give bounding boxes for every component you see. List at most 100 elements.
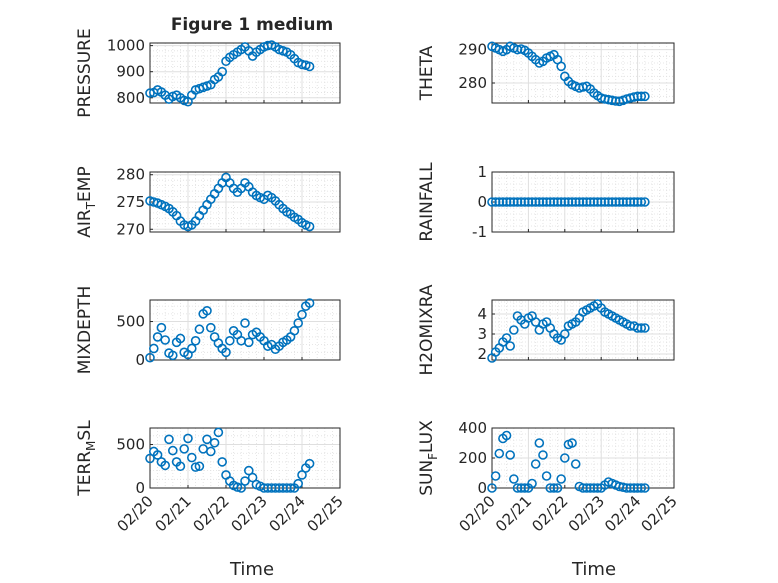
h2omixra-data-point [559,329,570,339]
subplot-h2omixra: 2 3 4 H2OMIXRA [417,284,675,376]
air-temp-ytick-label: 270 [116,220,145,238]
sun-flux-ytick-label: 400 [458,419,487,437]
pressure-data-point [304,61,315,72]
air-temp-ytick-label: 275 [116,193,145,211]
terr-msl-data-point [217,457,227,467]
sun-flux-data-point [552,483,563,493]
air-temp-ytick-label: 280 [116,166,145,184]
sun-flux-data-point [490,471,501,481]
sun-flux-ytick-label: 0 [477,479,487,497]
sun-flux-data-point [541,471,552,481]
sun-flux-data-point [534,438,545,448]
terr-msl-data-point [232,482,243,492]
mixdepth-data-point [160,335,170,345]
theta-axes-box [491,42,675,104]
sun-flux-data-point [567,438,577,448]
h2omixra-data-point [636,323,647,333]
terr-msl-data-point [152,450,163,460]
rainfall-ytick-label: 0 [477,193,487,211]
theta-ytick-label: 280 [458,74,487,92]
sun-flux-data-point [505,450,516,460]
terr-msl-data-point [160,460,170,471]
terr-msl-data-point [247,472,258,483]
terr-msl-data-point [297,470,307,480]
h2omixra-data-point [505,341,516,351]
sun-flux-ylabel: SUNFLUX [417,420,440,496]
pressure-ytick-label: 900 [116,63,145,81]
h2omixra-axes-box [491,299,675,361]
mixdepth-data-point [293,318,304,328]
terr-msl-data-point [164,434,174,445]
terr-msl-data-point [168,445,178,456]
subplot-pressure: 800 900 1000 PRESSURE [75,28,341,118]
mixdepth-data-point [190,335,201,346]
mixdepth-data-point [149,343,159,354]
subplot-theta: 280 290 THETA [417,41,675,107]
h2omixra-data-point [509,325,519,335]
rainfall-ytick-label: -1 [472,223,487,241]
sun-flux-data-point [519,483,530,493]
terr-msl-data-point [206,446,216,457]
h2omixra-data-point [501,333,512,343]
terr-msl-data-point [240,476,250,486]
sun-flux-data-point [549,483,559,493]
mixdepth-plot-area [150,300,340,360]
mixdepth-data-point [187,343,197,354]
pressure-data-point [217,66,227,77]
terr-msl-data-point [285,483,296,493]
sun-flux-data-point [556,474,566,484]
mixdepth-data-point [168,350,178,361]
mixdepth-data-point [244,337,254,348]
sun-flux-data-point [559,453,570,463]
pressure-ytick-label: 800 [116,89,145,107]
terr-msl-ytick-label: 0 [135,479,145,497]
sun-flux-data-point [501,430,512,441]
terr-msl-data-point [236,483,246,493]
mixdepth-data-point [145,352,155,363]
pressure-ytick-label: 1000 [107,37,145,55]
mixdepth-data-point [289,325,300,336]
terr-msl-data-point [175,461,186,472]
sun-flux-data-point [487,483,497,493]
mixdepth-axes-box [149,299,341,361]
mixdepth-data-point [156,322,167,333]
sun-flux-data-point [570,459,581,469]
sun-flux-data-point [538,450,548,460]
terr-msl-ylabel: TERRMSL [75,420,98,497]
mixdepth-data-point [297,309,307,320]
mixdepth-data-point [202,305,212,316]
terr-msl-data-point [209,437,220,448]
theta-data-point [556,61,566,72]
sun-flux-data-point [509,474,519,484]
sun-flux-data-point [640,483,650,493]
mixdepth-data-point [225,335,235,346]
sun-flux-ytick-label: 200 [458,449,487,467]
terr-msl-plot-area [150,428,340,488]
xlabel-left: Time [229,559,274,580]
sun-flux-data-point [636,483,647,493]
subplot-mixdepth: 0 500 MIXDEPTH [75,286,341,375]
xlabel-right: Time [571,559,616,580]
mixdepth-ytick-label: 0 [135,351,145,369]
mixdepth-data-point [175,333,186,344]
terr-msl-data-point [145,453,155,464]
sun-flux-data-point [527,478,537,489]
theta-ylabel: THETA [417,45,437,101]
terr-msl-data-point [194,461,205,472]
air-temp-ylabel: AIRTEMP [75,166,98,237]
terr-msl-data-point [187,452,197,463]
subplot-air-temp: 270 275 280 AIRTEMP [75,166,341,238]
terr-msl-data-point [202,434,212,445]
h2omixra-ytick-label: 2 [477,345,487,363]
rainfall-ylabel: RAINFALL [417,162,437,242]
terr-msl-data-point [293,478,304,489]
h2omixra-ytick-label: 3 [477,325,487,343]
subplot-rainfall: -1 0 1 RAINFALL [417,162,675,242]
rainfall-ytick-label: 1 [477,163,487,181]
mixdepth-data-point [221,347,231,358]
theta-data-point [640,91,650,102]
mixdepth-ylabel: MIXDEPTH [75,286,95,375]
h2omixra-data-point [640,323,650,333]
sun-flux-data-point [530,459,541,469]
